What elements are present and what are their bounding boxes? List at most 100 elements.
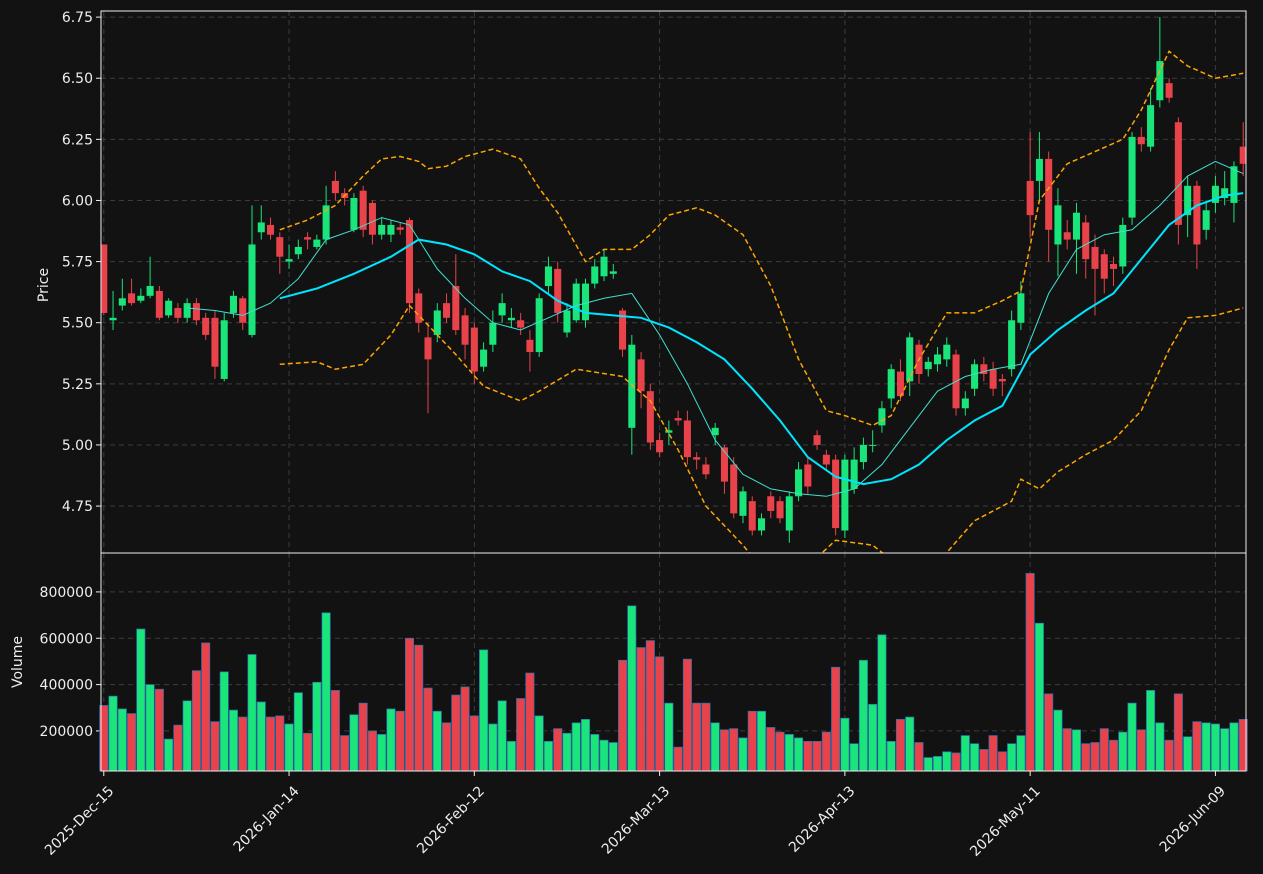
volume-bar [349, 714, 359, 772]
candle-body [304, 237, 312, 240]
candle-body [943, 344, 951, 360]
volume-bar [386, 708, 396, 772]
indicator-line [279, 192, 1244, 486]
candle-body [443, 303, 451, 318]
candle-body [378, 224, 386, 235]
candle-body [498, 303, 506, 316]
volume-bar [562, 732, 572, 772]
volume-bar [284, 723, 294, 772]
volume-bar [460, 686, 470, 772]
volume-bar [692, 702, 702, 772]
volume-bar [590, 734, 600, 772]
candle-body [924, 361, 932, 370]
volume-bar [645, 640, 655, 772]
y-tick-label: 6.50 [62, 71, 93, 87]
candle-body [470, 327, 478, 372]
volume-bar [247, 654, 257, 772]
candle-body [526, 339, 534, 353]
candle-body [1202, 210, 1210, 230]
candle-body [572, 283, 580, 321]
volume-bar [1109, 739, 1119, 772]
volume-bar [803, 740, 813, 772]
volume-bar [812, 740, 822, 772]
volume-bar [988, 735, 998, 772]
volume-bar [1044, 693, 1054, 772]
volume-bar [831, 666, 841, 772]
indicator-line [279, 304, 1244, 553]
volume-bar [377, 734, 387, 772]
candle-body [757, 518, 766, 531]
indicator-line [187, 160, 1244, 497]
volume-bar [905, 716, 915, 772]
volume-bar [127, 713, 137, 772]
y-tick-label: 800000 [40, 585, 93, 601]
volume-bar [979, 749, 989, 772]
volume-bar [1025, 573, 1035, 772]
volume-bar [766, 727, 776, 772]
candle-body [1026, 180, 1034, 216]
candle-body [267, 224, 275, 235]
volume-bar [442, 722, 452, 772]
volume-bar [1192, 721, 1202, 772]
candle-body [192, 303, 200, 321]
volume-bar [154, 688, 164, 772]
candle-body [906, 337, 914, 382]
candle-body [368, 202, 376, 235]
candle-body [563, 310, 571, 333]
y-tick-label: 600000 [40, 631, 93, 647]
volume-bar [719, 729, 729, 772]
volume-bar [321, 612, 331, 772]
volume-bar [173, 724, 183, 772]
volume-bar [108, 695, 118, 772]
candle-body [387, 224, 395, 235]
candle-body [1082, 222, 1090, 260]
candle-body [646, 391, 654, 443]
candle-body [1072, 212, 1080, 240]
candle-body [101, 244, 108, 313]
volume-bar [525, 672, 535, 772]
candle-body [628, 344, 636, 428]
candle-body [1054, 205, 1062, 245]
volume-frame [100, 552, 1247, 772]
candle-body [1193, 185, 1201, 245]
volume-bar [497, 700, 507, 772]
volume-bar [673, 746, 683, 772]
candle-body [211, 317, 219, 367]
volume-bar [932, 756, 943, 772]
candle-body [155, 290, 163, 318]
volume-bar [210, 721, 220, 772]
candle-body [229, 295, 237, 313]
candle-body [294, 246, 302, 255]
volume-bar [228, 709, 238, 772]
volume-bar [219, 671, 229, 772]
volume-bar [432, 710, 442, 772]
volume-bar [479, 649, 489, 772]
volume-bar [367, 730, 377, 772]
candle-body [683, 420, 691, 458]
candle-body [433, 310, 441, 335]
volume-bar [451, 694, 461, 772]
volume-bar [1034, 622, 1044, 772]
volume-bar [1071, 729, 1081, 772]
volume-axis-label: Volume [10, 636, 26, 688]
candle-body [220, 320, 228, 379]
candle-body [693, 457, 701, 460]
candle-body [813, 435, 821, 445]
volume-bar [895, 718, 905, 772]
candle-body [1017, 293, 1025, 323]
candle-body [146, 286, 154, 296]
candle-body [1100, 254, 1108, 279]
volume-bar [1118, 731, 1128, 772]
candle-body [137, 295, 145, 301]
candle-body [405, 220, 414, 304]
volume-bar [201, 642, 211, 772]
candle-body [276, 237, 284, 257]
volume-bar [868, 703, 878, 772]
candle-body [202, 317, 210, 335]
candle-body [795, 469, 803, 497]
indicator-line [279, 50, 1244, 427]
volume-bar [1016, 735, 1026, 772]
candle-body [822, 454, 830, 465]
candle-body [1174, 122, 1182, 225]
